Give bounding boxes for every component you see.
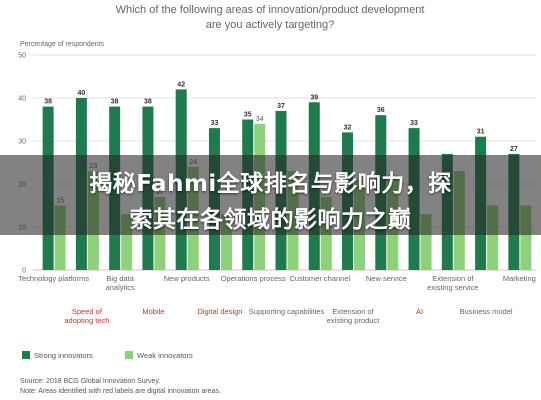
bar-value-label: 38 [111,99,119,106]
x-tick-label: AI [416,307,423,316]
bar-weak-innovators [54,205,66,270]
source-note: Source: 2018 BCG Global Innovation Surve… [20,378,161,385]
y-tick-label: 0 [22,268,26,275]
x-tick-label: Marketing [503,274,536,283]
chart-title-line-1: Which of the following areas of innovati… [116,4,425,16]
x-tick-label: Big data analytics [106,274,135,292]
bar-value-label: 34 [256,116,264,123]
bar-value-label: 33 [410,120,418,127]
bar-value-label: 36 [377,107,385,114]
bar-value-label: 38 [144,99,152,106]
bar-value-label: 39 [310,94,318,101]
y-tick-label: 30 [18,139,26,146]
legend-label: Strong innovators [34,351,93,360]
bar-value-label: 42 [177,81,185,88]
bar-value-label: 37 [277,103,285,110]
bar-weak-innovators [420,214,432,270]
bar-weak-innovators [220,214,232,270]
x-tick-label: Speed of adopting tech [64,307,109,325]
y-tick-label: 40 [18,96,26,103]
x-tick-label: Technology platforms [18,274,89,283]
x-tick-label: New products [164,274,210,283]
headline-line-2: 索其在各领域的影响力之巅 [129,207,412,233]
legend-swatch [125,351,133,359]
footnote: Note: Areas identified with red labels a… [20,388,221,395]
bar-value-label: 31 [477,129,485,136]
bar-value-label: 40 [78,90,86,97]
x-tick-label: Customer channel [289,274,350,283]
chart-title-line-2: are you actively targeting? [206,19,334,31]
legend-swatch [22,351,30,359]
bar-value-label: 32 [344,124,352,131]
x-tick-label: Extension of existing product [327,307,380,325]
legend-label: Weak innovators [137,351,193,360]
bar-value-label: 35 [244,112,252,119]
y-axis-label: Percentage of respondents [20,41,105,48]
bar-weak-innovators [520,205,532,270]
bar-value-label: 27 [510,146,518,153]
x-tick-label: Business model [460,307,513,316]
y-tick-label: 50 [18,53,26,60]
bar-weak-innovators [487,205,499,270]
x-tick-label: Digital design [197,307,242,316]
x-tick-label: Extension of existing service [427,274,478,292]
headline-line-1: 揭秘Fahmi全球排名与影响力，探 [89,171,452,197]
x-tick-label: New service [366,274,407,283]
bar-value-label: 38 [44,99,52,106]
x-tick-label: Operations process [221,274,286,283]
headline-banner [0,155,541,235]
x-tick-label: Mobile [142,307,164,316]
bar-weak-innovators [121,214,133,270]
bar-value-label: 33 [211,120,219,127]
x-tick-label: Supporting capabilities [249,307,325,316]
